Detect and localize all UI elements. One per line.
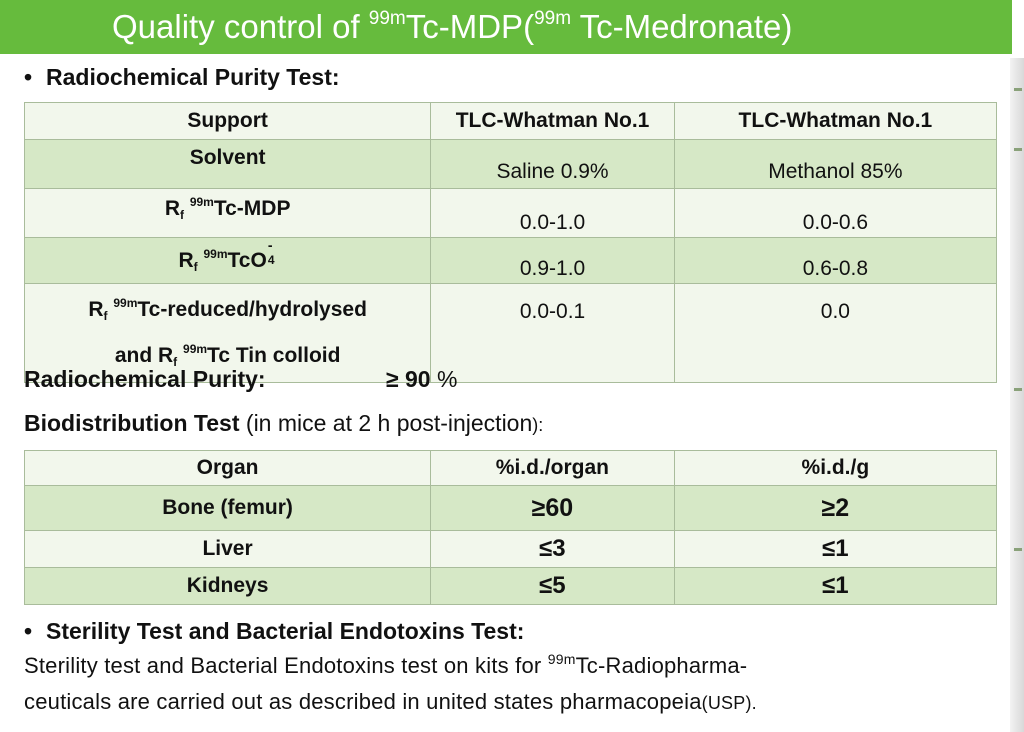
title-prefix: Quality control of [112,8,369,45]
support-col2: TLC-Whatman No.1 [673,102,998,140]
sterility-paragraph: Sterility test and Bacterial Endotoxins … [24,648,757,721]
isotope-sup: 99m [113,296,138,310]
edge-mark [1014,148,1022,151]
purity-value-text: ≥ 90 [386,366,431,392]
title-sup-2: 99m [534,8,572,29]
organ-pct-header: %i.d./organ [430,450,675,486]
solvent-col2: Methanol 85% [673,139,998,189]
table-row: Rf 99mTc-MDP 0.0-1.0 0.0-0.6 [23,188,998,238]
sterility-line1-end: Tc-Radiopharma- [575,653,748,678]
ion-subscript: 4 [267,253,275,267]
sterility-heading-text: Sterility Test and Bacterial Endotoxins … [46,618,525,644]
rf-subscript: f [179,208,184,222]
organ-header: Organ [23,450,432,486]
rf-reduced-col1: 0.0-0.1 [430,283,675,383]
ion-charge: - [267,237,273,253]
organ-pct-cell: ≤5 [430,567,675,605]
rf-reduced-col2: 0.0 [673,283,998,383]
compound-name-2: Tc Tin colloid [207,344,341,367]
title-banner: Quality control of 99mTc-MDP(99m Tc-Medr… [0,0,1012,54]
solvent-col1: Saline 0.9% [430,139,675,189]
organ-cell: Kidneys [23,567,432,605]
organ-pct-cell: ≥60 [430,485,675,531]
organ-cell: Liver [23,530,432,568]
radiochemical-heading-text: Radiochemical Purity Test: [46,64,340,90]
rf-mdp-col1: 0.0-1.0 [430,188,675,238]
purity-unit: % [430,366,458,392]
right-edge-strip [1010,58,1024,732]
and-rf-symbol: and R [114,344,174,367]
purity-label: Radiochemical Purity: [24,366,266,393]
g-pct-cell: ≤1 [673,530,998,568]
organ-cell: Bone (femur) [23,485,432,531]
rf-symbol: R [88,298,104,321]
bullet: • [24,64,33,90]
table-row: Support TLC-Whatman No.1 TLC-Whatman No.… [23,102,998,140]
isotope-sup: 99m [183,342,208,356]
g-pct-cell: ≤1 [673,567,998,605]
bullet: • [24,618,33,644]
organ-pct-cell: ≤3 [430,530,675,568]
edge-mark [1014,548,1022,551]
rf-mdp-label: Rf 99mTc-MDP [23,188,432,238]
sterility-isotope-sup: 99m [547,651,576,667]
table-row: Organ %i.d./organ %i.d./g [23,450,998,486]
edge-mark [1014,88,1022,91]
radiochemical-table: Support TLC-Whatman No.1 TLC-Whatman No.… [23,102,998,383]
biodistribution-heading-text: Biodistribution Test [24,410,240,436]
biodistribution-note: (in mice at 2 h post-injection [239,410,533,436]
title-sup-1: 99m [368,8,406,29]
purity-value: ≥ 90 % [386,366,457,393]
sterility-heading: • Sterility Test and Bacterial Endotoxins… [24,618,524,645]
table-row: Kidneys ≤5 ≤1 [23,567,998,605]
rf-tco4-label: Rf 99mTcO -4 [23,237,432,284]
g-pct-header: %i.d./g [673,450,998,486]
rf-reduced-label: Rf 99mTc-reduced/hydrolysed and Rf 99mTc … [23,283,432,383]
biodistribution-heading: Biodistribution Test (in mice at 2 h pos… [24,410,543,437]
solvent-label: Solvent [23,139,432,189]
ion-notation: -4 [267,237,277,273]
compound-name: TcO [227,249,267,272]
table-row: Rf 99mTcO -4 0.9-1.0 0.6-0.8 [23,237,998,284]
table-row: Rf 99mTc-reduced/hydrolysed and Rf 99mTc … [23,283,998,383]
purity-label-text: Radiochemical Purity: [24,366,266,392]
isotope-sup: 99m [203,247,228,261]
table-row: Solvent Saline 0.9% Methanol 85% [23,139,998,189]
rf-mdp-col2: 0.0-0.6 [673,188,998,238]
biodistribution-table: Organ %i.d./organ %i.d./g Bone (femur) ≥… [23,450,998,605]
table-row: Liver ≤3 ≤1 [23,530,998,568]
rf-symbol: R [164,197,180,220]
rf-tco4-col2: 0.6-0.8 [673,237,998,284]
radiochemical-heading: • Radiochemical Purity Test: [24,64,340,91]
support-col1: TLC-Whatman No.1 [430,102,675,140]
sterility-line2: ceuticals are carried out as described i… [24,689,702,714]
support-label: Support [23,102,432,140]
g-pct-cell: ≥2 [673,485,998,531]
title-mid: Tc-MDP( [405,8,535,45]
rf-subscript: f [173,355,178,369]
compound-name: Tc-reduced/hydrolysed [137,298,367,321]
rf-symbol: R [178,249,194,272]
edge-mark [1014,388,1022,391]
table-row: Bone (femur) ≥60 ≥2 [23,485,998,531]
rf-tco4-col1: 0.9-1.0 [430,237,675,284]
sterility-line1: Sterility test and Bacterial Endotoxins … [24,653,548,678]
rf-subscript: f [103,309,108,323]
biodistribution-note-end: ): [532,415,544,435]
compound-name: Tc-MDP [213,197,291,220]
sterility-usp: (USP). [701,693,757,713]
title-suffix: Tc-Medronate) [571,8,793,45]
rf-subscript: f [193,260,198,274]
isotope-sup: 99m [189,195,214,209]
